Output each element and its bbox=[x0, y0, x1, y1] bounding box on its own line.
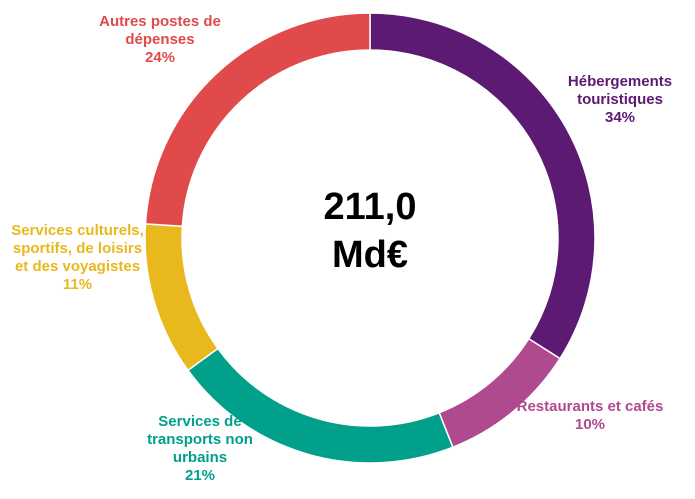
value-label: 21% bbox=[184, 467, 216, 484]
category-label: Services de transports non urbains bbox=[147, 413, 253, 466]
center-label: 211,0 Md€ bbox=[323, 186, 417, 276]
segment-label: Hébergements touristiques 34% bbox=[545, 73, 695, 127]
category-label: Autres postes de dépenses bbox=[99, 13, 221, 48]
value-label: 24% bbox=[144, 49, 176, 66]
category-label: Hébergements touristiques bbox=[567, 73, 673, 108]
category-label: Restaurants et cafés bbox=[516, 398, 664, 415]
segment-label: Services culturels, sportifs, de loisirs… bbox=[10, 222, 145, 294]
category-label: Services culturels, sportifs, de loisirs… bbox=[11, 222, 144, 275]
donut-segment bbox=[144, 223, 219, 372]
segment-label: Autres postes de dépenses 24% bbox=[85, 13, 235, 67]
value-label: 11% bbox=[62, 276, 93, 293]
segment-label: Restaurants et cafés 10% bbox=[510, 398, 670, 434]
donut-segment bbox=[144, 12, 371, 227]
value-label: 10% bbox=[574, 416, 606, 433]
value-label: 34% bbox=[604, 109, 636, 126]
segment-label: Services de transports non urbains 21% bbox=[125, 413, 275, 485]
